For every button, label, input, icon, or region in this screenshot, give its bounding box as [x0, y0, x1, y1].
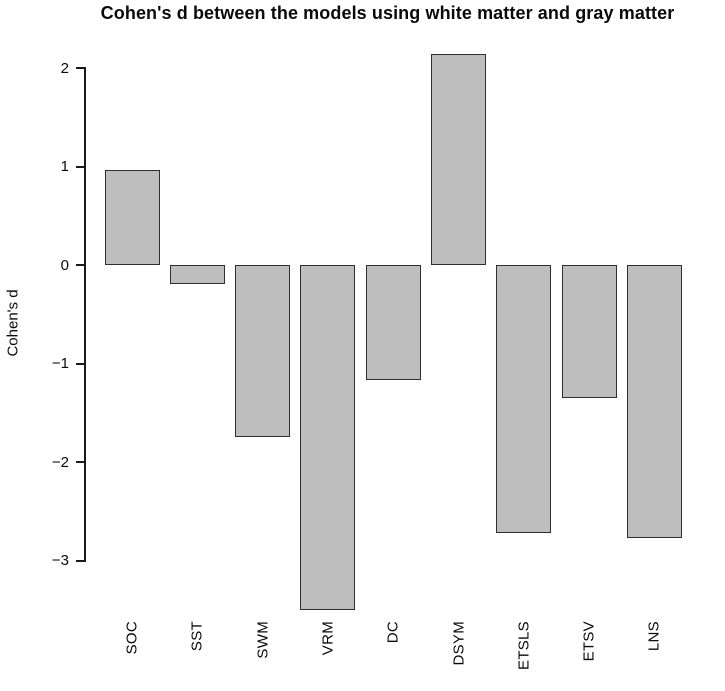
y-tick-label: 1: [60, 158, 69, 175]
x-tick-label-lns: LNS: [645, 621, 663, 652]
y-tick-label: −2: [51, 453, 69, 471]
y-tick-label: −1: [51, 355, 69, 372]
y-tick-mark: [76, 264, 84, 266]
x-tick-label-dsym: DSYM: [450, 621, 467, 666]
y-axis-line: [84, 67, 86, 562]
y-tick-mark: [76, 165, 84, 168]
x-tick-label-etsls: ETSLS: [515, 621, 533, 671]
bar-sst: [169, 265, 225, 284]
bar-etsv: [561, 265, 617, 398]
x-tick-label-vrm: VRM: [319, 621, 337, 656]
bar-dsym: [431, 54, 486, 265]
y-tick-label: −3: [51, 552, 69, 569]
bar-etsls: [496, 265, 552, 533]
y-tick-mark: [76, 362, 84, 365]
bar-swm: [235, 265, 291, 438]
x-tick-label-etsv: ETSV: [580, 621, 598, 662]
bar-soc: [104, 170, 160, 265]
x-tick-label-swm: SWM: [254, 621, 272, 659]
bar-dc: [365, 265, 421, 381]
chart-title: Cohen's d between the models using white…: [100, 3, 675, 23]
x-tick-label-sst: SST: [188, 621, 206, 652]
x-tick-label-soc: SOC: [123, 621, 141, 655]
y-tick-mark: [76, 461, 84, 463]
y-tick-label: 0: [60, 256, 69, 274]
y-axis-label: Cohen's d: [4, 289, 22, 357]
bar-vrm: [300, 265, 356, 610]
y-tick-mark: [76, 559, 84, 562]
x-tick-label-dc: DC: [384, 621, 402, 644]
y-tick-mark: [76, 67, 84, 69]
bar-lns: [626, 265, 682, 538]
y-tick-label: 2: [60, 59, 69, 77]
